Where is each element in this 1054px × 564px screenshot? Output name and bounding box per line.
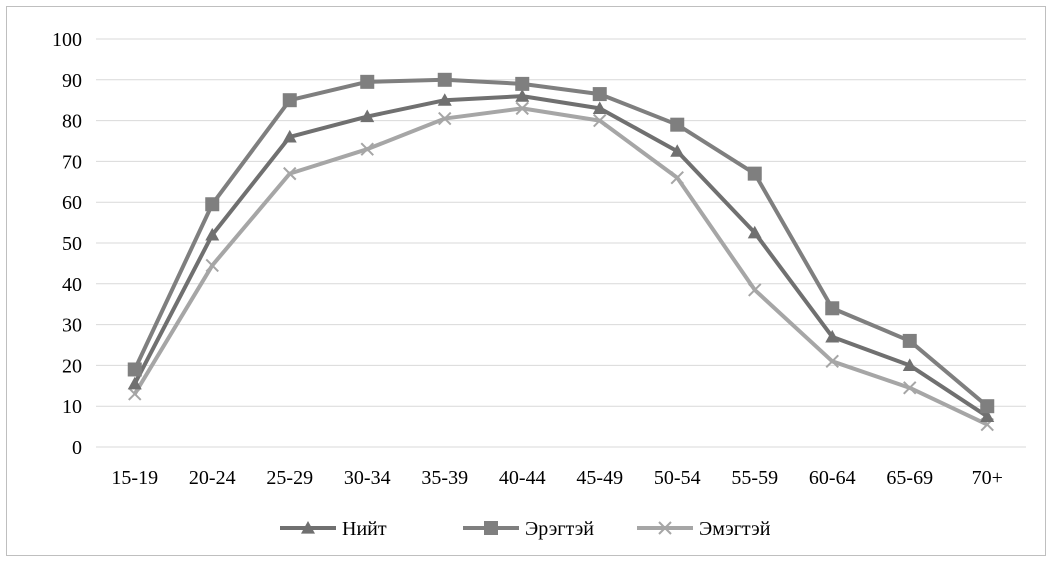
x-tick-label: 40-44 (499, 467, 546, 489)
data-point (902, 333, 917, 348)
cross-stroke (593, 113, 607, 128)
data-point (747, 166, 762, 181)
data-point (515, 101, 529, 116)
data-point (360, 74, 375, 89)
data-point (825, 329, 840, 343)
data-point (205, 227, 220, 241)
y-tick-label: 40 (62, 274, 82, 296)
y-tick-label: 10 (62, 396, 82, 418)
cross-stroke (658, 521, 672, 535)
data-point (437, 72, 452, 87)
data-point (438, 111, 452, 126)
cross-stroke (438, 111, 452, 126)
data-point (592, 101, 607, 114)
legend-item: Нийт (280, 518, 387, 540)
y-tick-label: 70 (62, 151, 82, 173)
y-tick-label: 80 (62, 111, 82, 133)
data-point (282, 93, 297, 108)
data-point (747, 225, 762, 239)
line-chart: 0 10 20 30 40 50 60 70 80 90 100 15-19 20-24 25-29 30… (52, 29, 1026, 540)
data-point (360, 142, 374, 156)
x-tick-label: 60-64 (809, 467, 856, 489)
series-line (132, 77, 989, 408)
data-point (670, 171, 684, 185)
x-tick-label: 55-59 (731, 467, 778, 489)
cross-stroke (515, 101, 529, 116)
data-point (128, 387, 142, 401)
chart-frame: 0 10 20 30 40 50 60 70 80 90 100 15-19 20-24 25-29 30… (6, 6, 1046, 556)
x-tick-label: 15-19 (111, 467, 158, 489)
data-point (980, 399, 995, 414)
data-point (283, 166, 297, 181)
cross-stroke (360, 142, 374, 156)
cross-stroke (903, 381, 917, 395)
data-point (980, 409, 995, 422)
legend-label: Эрэгтэй (525, 518, 594, 540)
data-point (515, 89, 530, 102)
data-point (437, 93, 452, 106)
legend-label: Нийт (342, 518, 387, 540)
y-tick-label: 90 (62, 70, 82, 92)
y-tick-label: 60 (62, 192, 82, 214)
legend-label: Эмэгтэй (699, 518, 771, 540)
legend-marker (484, 521, 498, 535)
legend-marker (301, 521, 315, 534)
legend-marker (658, 521, 672, 535)
x-tick-label: 20-24 (189, 467, 236, 489)
gridlines (96, 38, 1026, 448)
cross-stroke (748, 283, 762, 297)
x-axis-ticks: 15-19 20-24 25-29 30-34 35-39 40-44 45-49 50-54… (111, 467, 1002, 489)
legend-item: Эрэгтэй (463, 518, 594, 540)
series-lines (127, 72, 995, 432)
data-point (360, 109, 375, 123)
series-triangle (127, 89, 995, 422)
data-point (127, 362, 142, 377)
x-tick-label: 65-69 (886, 467, 933, 489)
series-cross (128, 101, 994, 432)
data-point (670, 117, 685, 132)
cross-stroke (670, 171, 684, 185)
y-tick-label: 100 (52, 29, 82, 51)
cross-stroke (825, 354, 839, 369)
data-point (282, 129, 297, 143)
legend-item: Эмэгтэй (637, 518, 771, 540)
data-point (592, 87, 607, 102)
data-point (127, 376, 142, 390)
data-point (670, 144, 685, 157)
y-tick-label: 0 (72, 437, 82, 459)
cross-stroke (128, 387, 142, 401)
x-tick-label: 35-39 (421, 467, 468, 489)
data-point (902, 358, 917, 371)
x-tick-label: 45-49 (576, 467, 623, 489)
x-tick-label: 50-54 (654, 467, 701, 489)
y-axis-ticks: 0 10 20 30 40 50 60 70 80 90 100 (52, 29, 82, 459)
data-point (593, 113, 607, 128)
data-point (825, 301, 840, 316)
legend: Нийт Эрэгтэй Эмэгтэй (280, 518, 771, 540)
x-tick-label: 25-29 (266, 467, 313, 489)
data-point (515, 76, 530, 91)
series-line (133, 106, 989, 427)
y-tick-label: 20 (62, 355, 82, 377)
series-line (132, 94, 989, 419)
data-point (205, 258, 219, 273)
data-point (903, 381, 917, 395)
data-point (825, 354, 839, 369)
y-tick-label: 50 (62, 233, 82, 255)
x-tick-label: 70+ (972, 467, 1003, 489)
x-tick-label: 30-34 (344, 467, 391, 489)
series-square (127, 72, 995, 414)
data-point (748, 283, 762, 297)
data-point (205, 197, 220, 212)
cross-stroke (283, 166, 297, 181)
cross-stroke (205, 258, 219, 273)
y-tick-label: 30 (62, 315, 82, 337)
